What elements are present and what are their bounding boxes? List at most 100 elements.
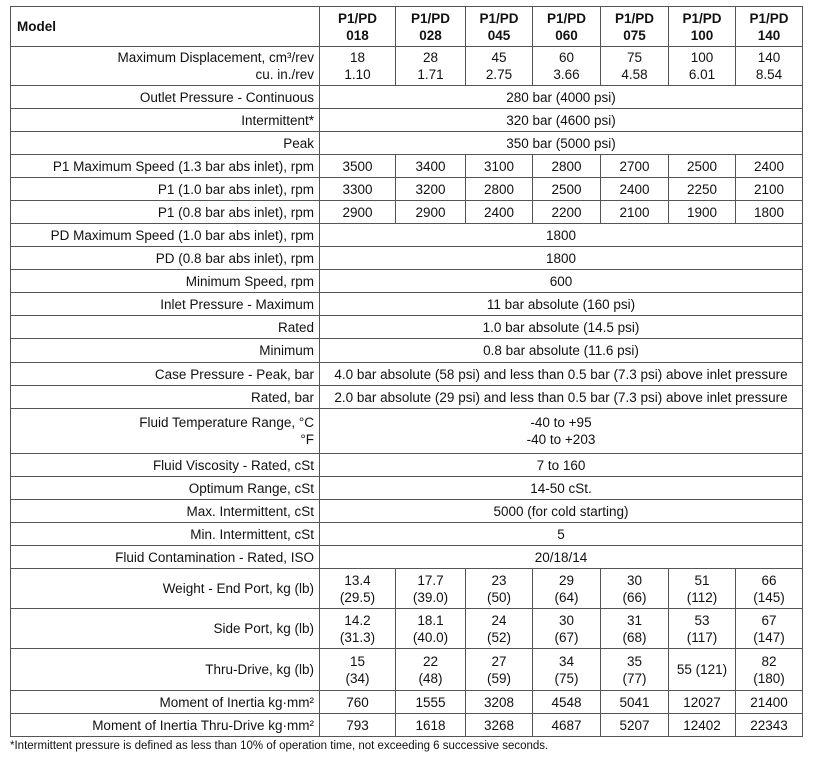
- model-column-header: P1/PD 028: [395, 6, 466, 47]
- spec-row: Peak 350 bar (5000 psi): [10, 130, 803, 155]
- value-cell: 67 (147): [735, 608, 803, 649]
- cell-line: 28: [422, 50, 439, 65]
- cell-line: Minimum Speed, rpm: [185, 273, 314, 289]
- cell-line: 45: [491, 50, 507, 65]
- cell-line: Moment of Inertia kg·mm²: [159, 694, 314, 710]
- row-label: Intermittent*: [10, 107, 321, 132]
- cell-line: Fluid Contamination - Rated, ISO: [115, 549, 314, 565]
- cell-line: Max. Intermittent, cSt: [186, 503, 314, 519]
- cell-line: 6.01: [688, 67, 716, 82]
- cell-line: 1.71: [417, 67, 444, 82]
- value-cell: 30 (66): [600, 568, 669, 609]
- cell-line: (68): [622, 629, 647, 645]
- spanning-value-cell: 11 bar absolute (160 psi): [319, 292, 803, 316]
- value-cell: 34 (75): [532, 648, 601, 691]
- cell-line: P1/PD: [614, 10, 655, 26]
- value-cell: 2400: [735, 154, 803, 178]
- row-label: Thru-Drive, kg (lb): [10, 647, 321, 691]
- value-cell: 18 1.10: [319, 46, 396, 86]
- value-cell: 3500: [319, 154, 396, 178]
- spec-row: Rated 1.0 bar absolute (14.5 psi): [10, 315, 803, 339]
- cell-line: 66: [761, 572, 777, 588]
- spec-row: Optimum Range, cSt 14-50 cSt.: [10, 475, 803, 500]
- value-cell: 22 (48): [395, 648, 466, 691]
- value-cell: 1618: [395, 713, 466, 737]
- cell-line: Intermittent*: [241, 112, 314, 128]
- model-header: Model: [10, 6, 320, 47]
- spanning-value-cell: 5: [319, 522, 803, 546]
- value-cell: 23 (50): [465, 568, 533, 609]
- value-cell: 1800: [735, 200, 803, 224]
- value-cell: 13.4 (29.5): [319, 568, 396, 609]
- cell-line: P1 (1.0 bar abs inlet), rpm: [157, 181, 314, 197]
- spec-row: Minimum 0.8 bar absolute (11.6 psi): [10, 337, 803, 363]
- cell-line: 82: [761, 653, 777, 669]
- row-label: Fluid Contamination - Rated, ISO: [10, 545, 320, 569]
- value-cell: 2250: [668, 177, 736, 201]
- value-cell: 4548: [532, 690, 601, 714]
- row-label: PD (0.8 bar abs inlet), rpm: [10, 245, 321, 270]
- value-cell: 100 6.01: [668, 46, 736, 86]
- value-cell: 53 (117): [668, 608, 736, 649]
- row-label: Fluid Temperature Range, °C °F: [10, 408, 320, 454]
- cell-line: 29: [558, 572, 575, 588]
- value-cell: 29 (64): [532, 568, 601, 609]
- spec-row: Case Pressure - Peak, bar 4.0 bar absolut…: [10, 362, 803, 386]
- value-cell: 27 (59): [465, 648, 533, 691]
- cell-line: Thru-Drive, kg (lb): [205, 662, 314, 677]
- cell-line: Optimum Range, cSt: [188, 480, 314, 496]
- row-label: Peak: [10, 130, 321, 155]
- cell-line: Case Pressure - Peak, bar: [154, 366, 314, 382]
- value-cell: 45 2.75: [465, 46, 533, 86]
- spec-row: Fluid Viscosity - Rated, cSt 7 to 160: [10, 452, 803, 477]
- value-cell: 5041: [600, 690, 669, 714]
- cell-line: (67): [554, 629, 579, 645]
- spec-row: P1 (1.0 bar abs inlet), rpm 3300 3200 2800 2…: [10, 177, 803, 201]
- row-label: Max. Intermittent, cSt: [10, 498, 321, 523]
- value-cell: 1900: [668, 200, 736, 224]
- spec-row: Weight - End Port, kg (lb) 13.4 (29.5) 17.7…: [10, 568, 803, 609]
- value-cell: 55 (121): [668, 648, 736, 691]
- spanning-value-cell: -40 to +95 -40 to +203: [319, 408, 803, 454]
- spanning-value-cell: 4.0 bar absolute (58 psi) and less than …: [319, 362, 803, 386]
- cell-line: 8.54: [755, 67, 783, 82]
- value-cell: 82 (180): [735, 648, 803, 691]
- cell-line: 140: [757, 50, 781, 65]
- value-cell: 2100: [735, 177, 803, 201]
- spec-row: P1 Maximum Speed (1.3 bar abs inlet), rp…: [10, 154, 803, 178]
- row-label: Min. Intermittent, cSt: [10, 522, 320, 546]
- cell-line: Side Port, kg (lb): [213, 621, 314, 636]
- cell-line: (112): [686, 589, 718, 605]
- cell-line: 67: [761, 612, 777, 628]
- cell-line: 060: [555, 27, 578, 43]
- spec-row: Thru-Drive, kg (lb) 15 (34) 22 (48) 27 (59) 34(…: [10, 647, 803, 691]
- header-row: Model P1/PD 018 P1/PD 028 P1/PD 045 P1/PD 060 P1/…: [10, 6, 803, 47]
- cell-line: 13.4: [344, 572, 371, 588]
- cell-line: 27: [491, 653, 507, 669]
- row-label: Minimum Speed, rpm: [10, 269, 320, 293]
- cell-line: (66): [622, 589, 647, 605]
- value-cell: 3400: [395, 154, 466, 178]
- row-label: Rated, bar: [10, 385, 320, 409]
- cell-line: 30: [558, 612, 575, 628]
- cell-line: 028: [419, 27, 442, 43]
- value-cell: 2900: [395, 200, 466, 224]
- cell-line: P1/PD: [749, 10, 789, 26]
- spec-row: Rated, bar 2.0 bar absolute (29 psi) and …: [10, 385, 803, 409]
- cell-line: (29.5): [339, 589, 376, 605]
- cell-line: 23: [491, 572, 507, 588]
- cell-line: Fluid Viscosity - Rated, cSt: [152, 457, 314, 473]
- cell-line: P1/PD: [410, 10, 451, 26]
- value-cell: 75 4.58: [600, 46, 669, 86]
- spanning-value-cell: 7 to 160: [319, 453, 803, 477]
- row-label: Maximum Displacement, cm³/rev cu. in./rev: [10, 46, 320, 86]
- value-cell: 1555: [395, 690, 466, 714]
- cell-line: 2.75: [485, 67, 513, 82]
- cell-line: 75: [626, 50, 643, 65]
- cell-line: 075: [623, 27, 646, 43]
- cell-line: Outlet Pressure - Continuous: [139, 89, 314, 105]
- spanning-value-cell: 20/18/14: [319, 545, 803, 569]
- spec-row: P1 (0.8 bar abs inlet), rpm 2900 2900 2400 2…: [10, 199, 803, 224]
- value-cell: 28 1.71: [395, 46, 466, 86]
- cell-line: (39.0): [412, 589, 449, 605]
